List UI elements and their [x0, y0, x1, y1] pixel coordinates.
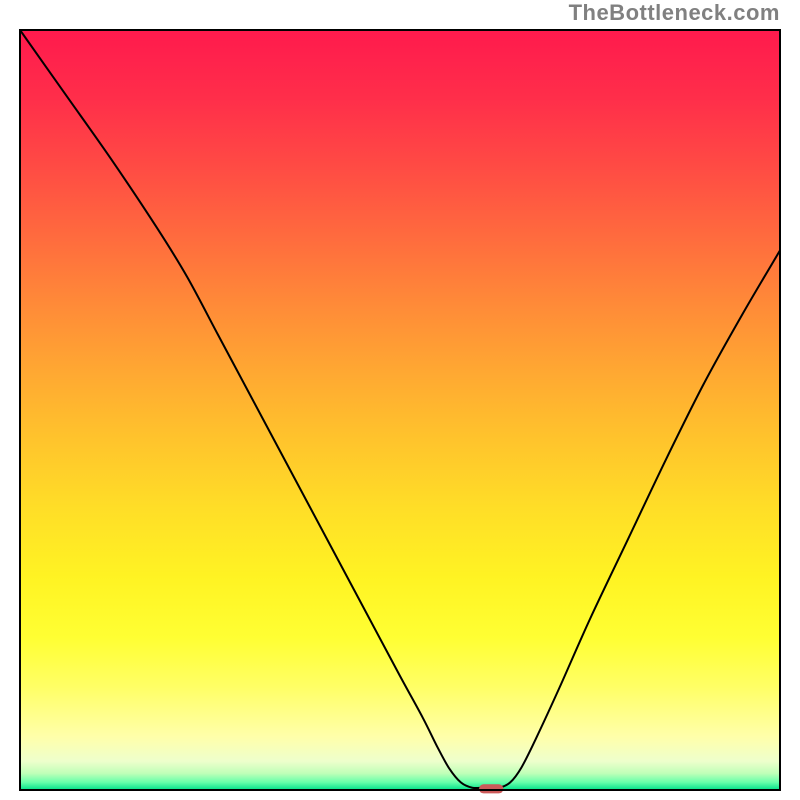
optimum-marker [479, 784, 503, 793]
chart-container: TheBottleneck.com [0, 0, 800, 800]
watermark-text: TheBottleneck.com [569, 0, 780, 26]
bottleneck-chart [0, 0, 800, 800]
